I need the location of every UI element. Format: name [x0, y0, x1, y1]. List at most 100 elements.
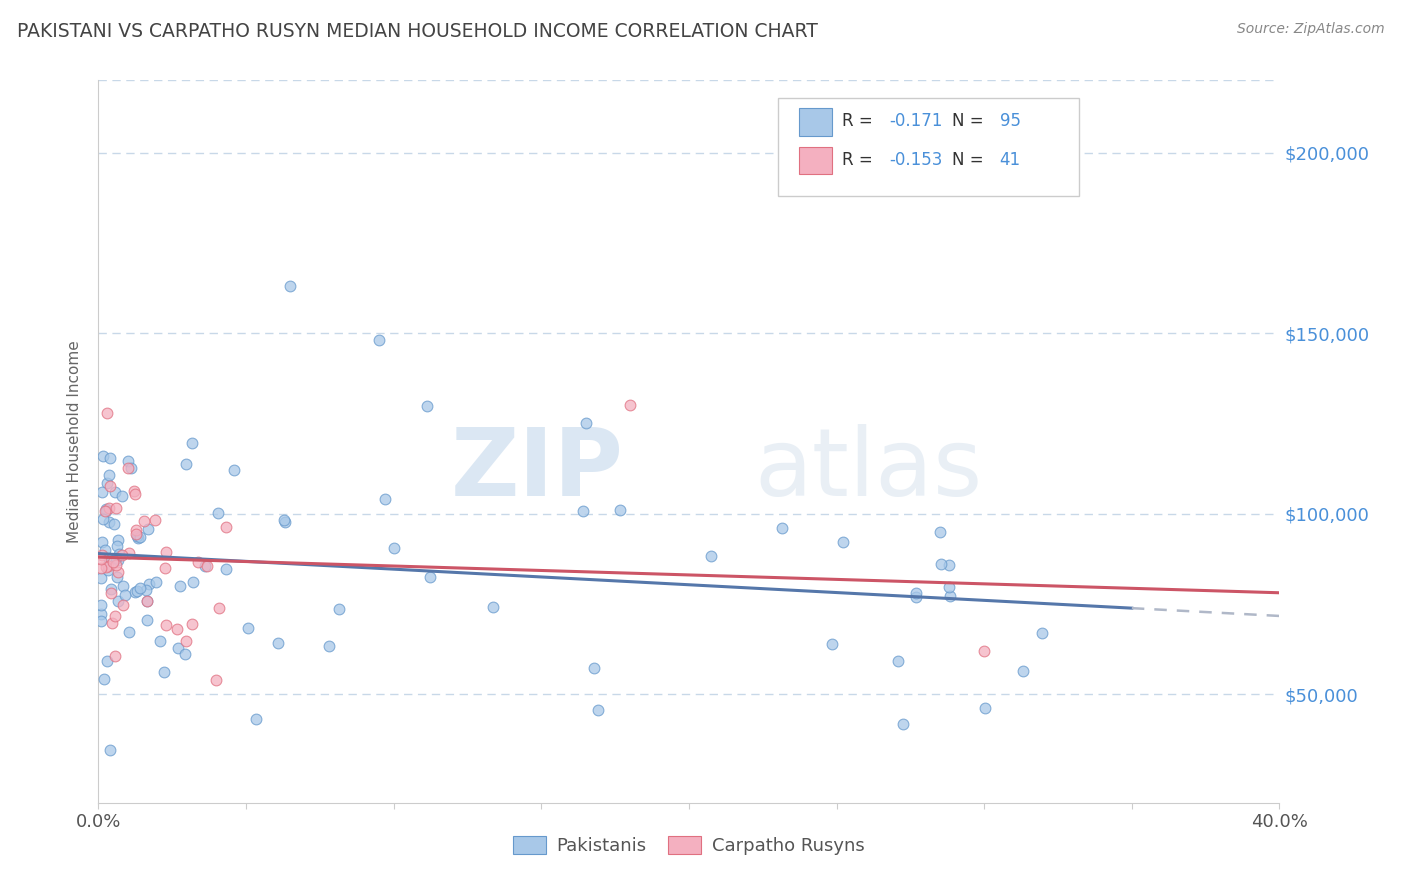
- Point: [108, 547, 131, 561]
- Point: [107, 593, 129, 607]
- Point: [129, 530, 152, 544]
- Point: [887, 654, 910, 668]
- Point: [905, 585, 928, 599]
- Point: [419, 570, 441, 584]
- Point: [104, 485, 127, 500]
- Point: [118, 546, 141, 560]
- Point: [929, 557, 952, 571]
- Point: [103, 517, 125, 532]
- Point: [104, 648, 127, 663]
- Point: [904, 590, 927, 604]
- Point: [831, 535, 853, 549]
- Point: [111, 548, 134, 562]
- Point: [215, 520, 238, 534]
- Point: [90, 551, 112, 566]
- Point: [90, 614, 112, 628]
- Point: [280, 279, 302, 293]
- Point: [153, 665, 176, 679]
- Point: [96, 654, 118, 668]
- Point: [97, 563, 120, 577]
- Point: [135, 613, 157, 627]
- Point: [105, 570, 128, 584]
- Point: [166, 622, 188, 636]
- Point: [973, 644, 995, 658]
- Point: [374, 492, 396, 507]
- Y-axis label: Median Household Income: Median Household Income: [67, 340, 83, 543]
- Point: [582, 661, 605, 675]
- Text: N =: N =: [952, 112, 990, 130]
- Point: [571, 503, 593, 517]
- Text: -0.153: -0.153: [890, 151, 943, 169]
- Point: [111, 579, 134, 593]
- Point: [127, 584, 149, 599]
- Point: [107, 565, 129, 579]
- Point: [207, 506, 229, 520]
- Point: [127, 531, 149, 545]
- Point: [112, 598, 135, 612]
- Point: [93, 672, 115, 686]
- Point: [609, 502, 631, 516]
- Point: [96, 406, 118, 420]
- Point: [180, 617, 202, 632]
- Point: [143, 513, 166, 527]
- Text: Source: ZipAtlas.com: Source: ZipAtlas.com: [1237, 22, 1385, 37]
- Point: [482, 600, 505, 615]
- Point: [266, 636, 288, 650]
- Point: [155, 545, 177, 559]
- Point: [101, 615, 124, 630]
- Point: [98, 467, 121, 482]
- Point: [125, 527, 148, 541]
- Point: [124, 523, 146, 537]
- Point: [90, 607, 112, 622]
- Point: [96, 475, 118, 490]
- Point: [96, 504, 118, 518]
- Text: R =: R =: [842, 112, 879, 130]
- Point: [98, 500, 121, 515]
- Point: [382, 541, 405, 555]
- Point: [100, 586, 122, 600]
- Point: [96, 502, 118, 516]
- Text: PAKISTANI VS CARPATHO RUSYN MEDIAN HOUSEHOLD INCOME CORRELATION CHART: PAKISTANI VS CARPATHO RUSYN MEDIAN HOUSE…: [17, 22, 818, 41]
- Point: [194, 559, 217, 574]
- Point: [155, 617, 177, 632]
- Point: [90, 548, 112, 562]
- Point: [328, 601, 350, 615]
- Point: [197, 558, 219, 573]
- Point: [273, 515, 295, 529]
- Point: [174, 634, 197, 648]
- Point: [166, 640, 188, 655]
- Point: [973, 701, 995, 715]
- Point: [97, 558, 120, 573]
- Point: [273, 513, 295, 527]
- Point: [700, 549, 723, 563]
- Point: [117, 461, 139, 475]
- Point: [222, 463, 245, 477]
- Point: [98, 479, 121, 493]
- Point: [105, 539, 128, 553]
- Point: [619, 398, 641, 412]
- Point: [98, 515, 121, 529]
- Point: [245, 712, 267, 726]
- Point: [114, 588, 136, 602]
- Point: [1031, 626, 1053, 640]
- Point: [169, 579, 191, 593]
- Text: 95: 95: [1000, 112, 1021, 130]
- Point: [104, 551, 127, 566]
- Point: [100, 582, 122, 597]
- Point: [93, 449, 115, 463]
- Point: [129, 581, 152, 595]
- Point: [124, 487, 146, 501]
- Point: [117, 454, 139, 468]
- Point: [94, 543, 117, 558]
- Text: ZIP: ZIP: [451, 425, 624, 516]
- Point: [939, 589, 962, 603]
- Point: [132, 514, 155, 528]
- Point: [416, 399, 439, 413]
- Point: [125, 529, 148, 543]
- Point: [90, 571, 112, 585]
- Point: [122, 483, 145, 498]
- Point: [91, 512, 114, 526]
- Point: [236, 621, 259, 635]
- FancyBboxPatch shape: [778, 98, 1078, 196]
- Point: [891, 716, 914, 731]
